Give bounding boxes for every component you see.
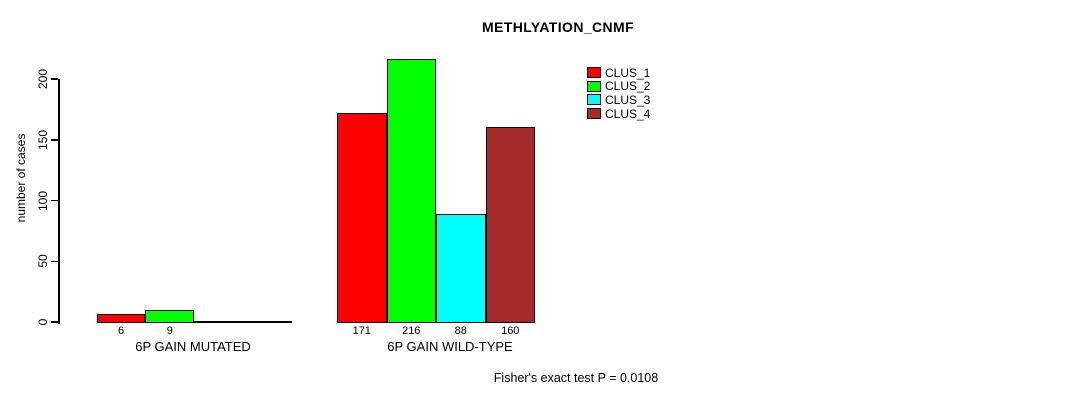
bar: [337, 113, 387, 323]
y-tick-label: 0: [36, 318, 50, 326]
y-tick: [51, 78, 58, 80]
bar-value-label: 171: [352, 324, 371, 337]
bar: [485, 126, 535, 323]
y-tick: [51, 321, 58, 323]
bar-value-label: 9: [166, 324, 173, 337]
bar-value-label: 88: [454, 324, 467, 337]
y-tick-label: 150: [36, 129, 50, 150]
zero-bar-line: [194, 321, 243, 323]
bar-value-label: 160: [501, 324, 520, 337]
y-tick-label: 200: [36, 68, 50, 90]
y-tick-label: 50: [36, 254, 50, 268]
y-tick: [51, 260, 58, 262]
bar-value-label: 216: [402, 324, 421, 337]
annotation-text: Fisher's exact test P = 0.0108: [493, 371, 659, 385]
y-tick-label: 100: [36, 190, 50, 211]
y-tick: [51, 199, 58, 202]
group-label: 6P GAIN MUTATED: [135, 338, 251, 354]
bar: [145, 310, 195, 323]
bar: [96, 313, 146, 323]
y-axis-line: [58, 79, 60, 324]
zero-bar-line: [242, 321, 292, 323]
chart-title: METHLYATION_CNMF: [481, 19, 635, 35]
bar: [436, 214, 486, 323]
bar: [386, 58, 436, 323]
group-label: 6P GAIN WILD-TYPE: [387, 338, 513, 354]
bar-value-label: 6: [118, 324, 125, 337]
y-tick: [51, 139, 58, 141]
